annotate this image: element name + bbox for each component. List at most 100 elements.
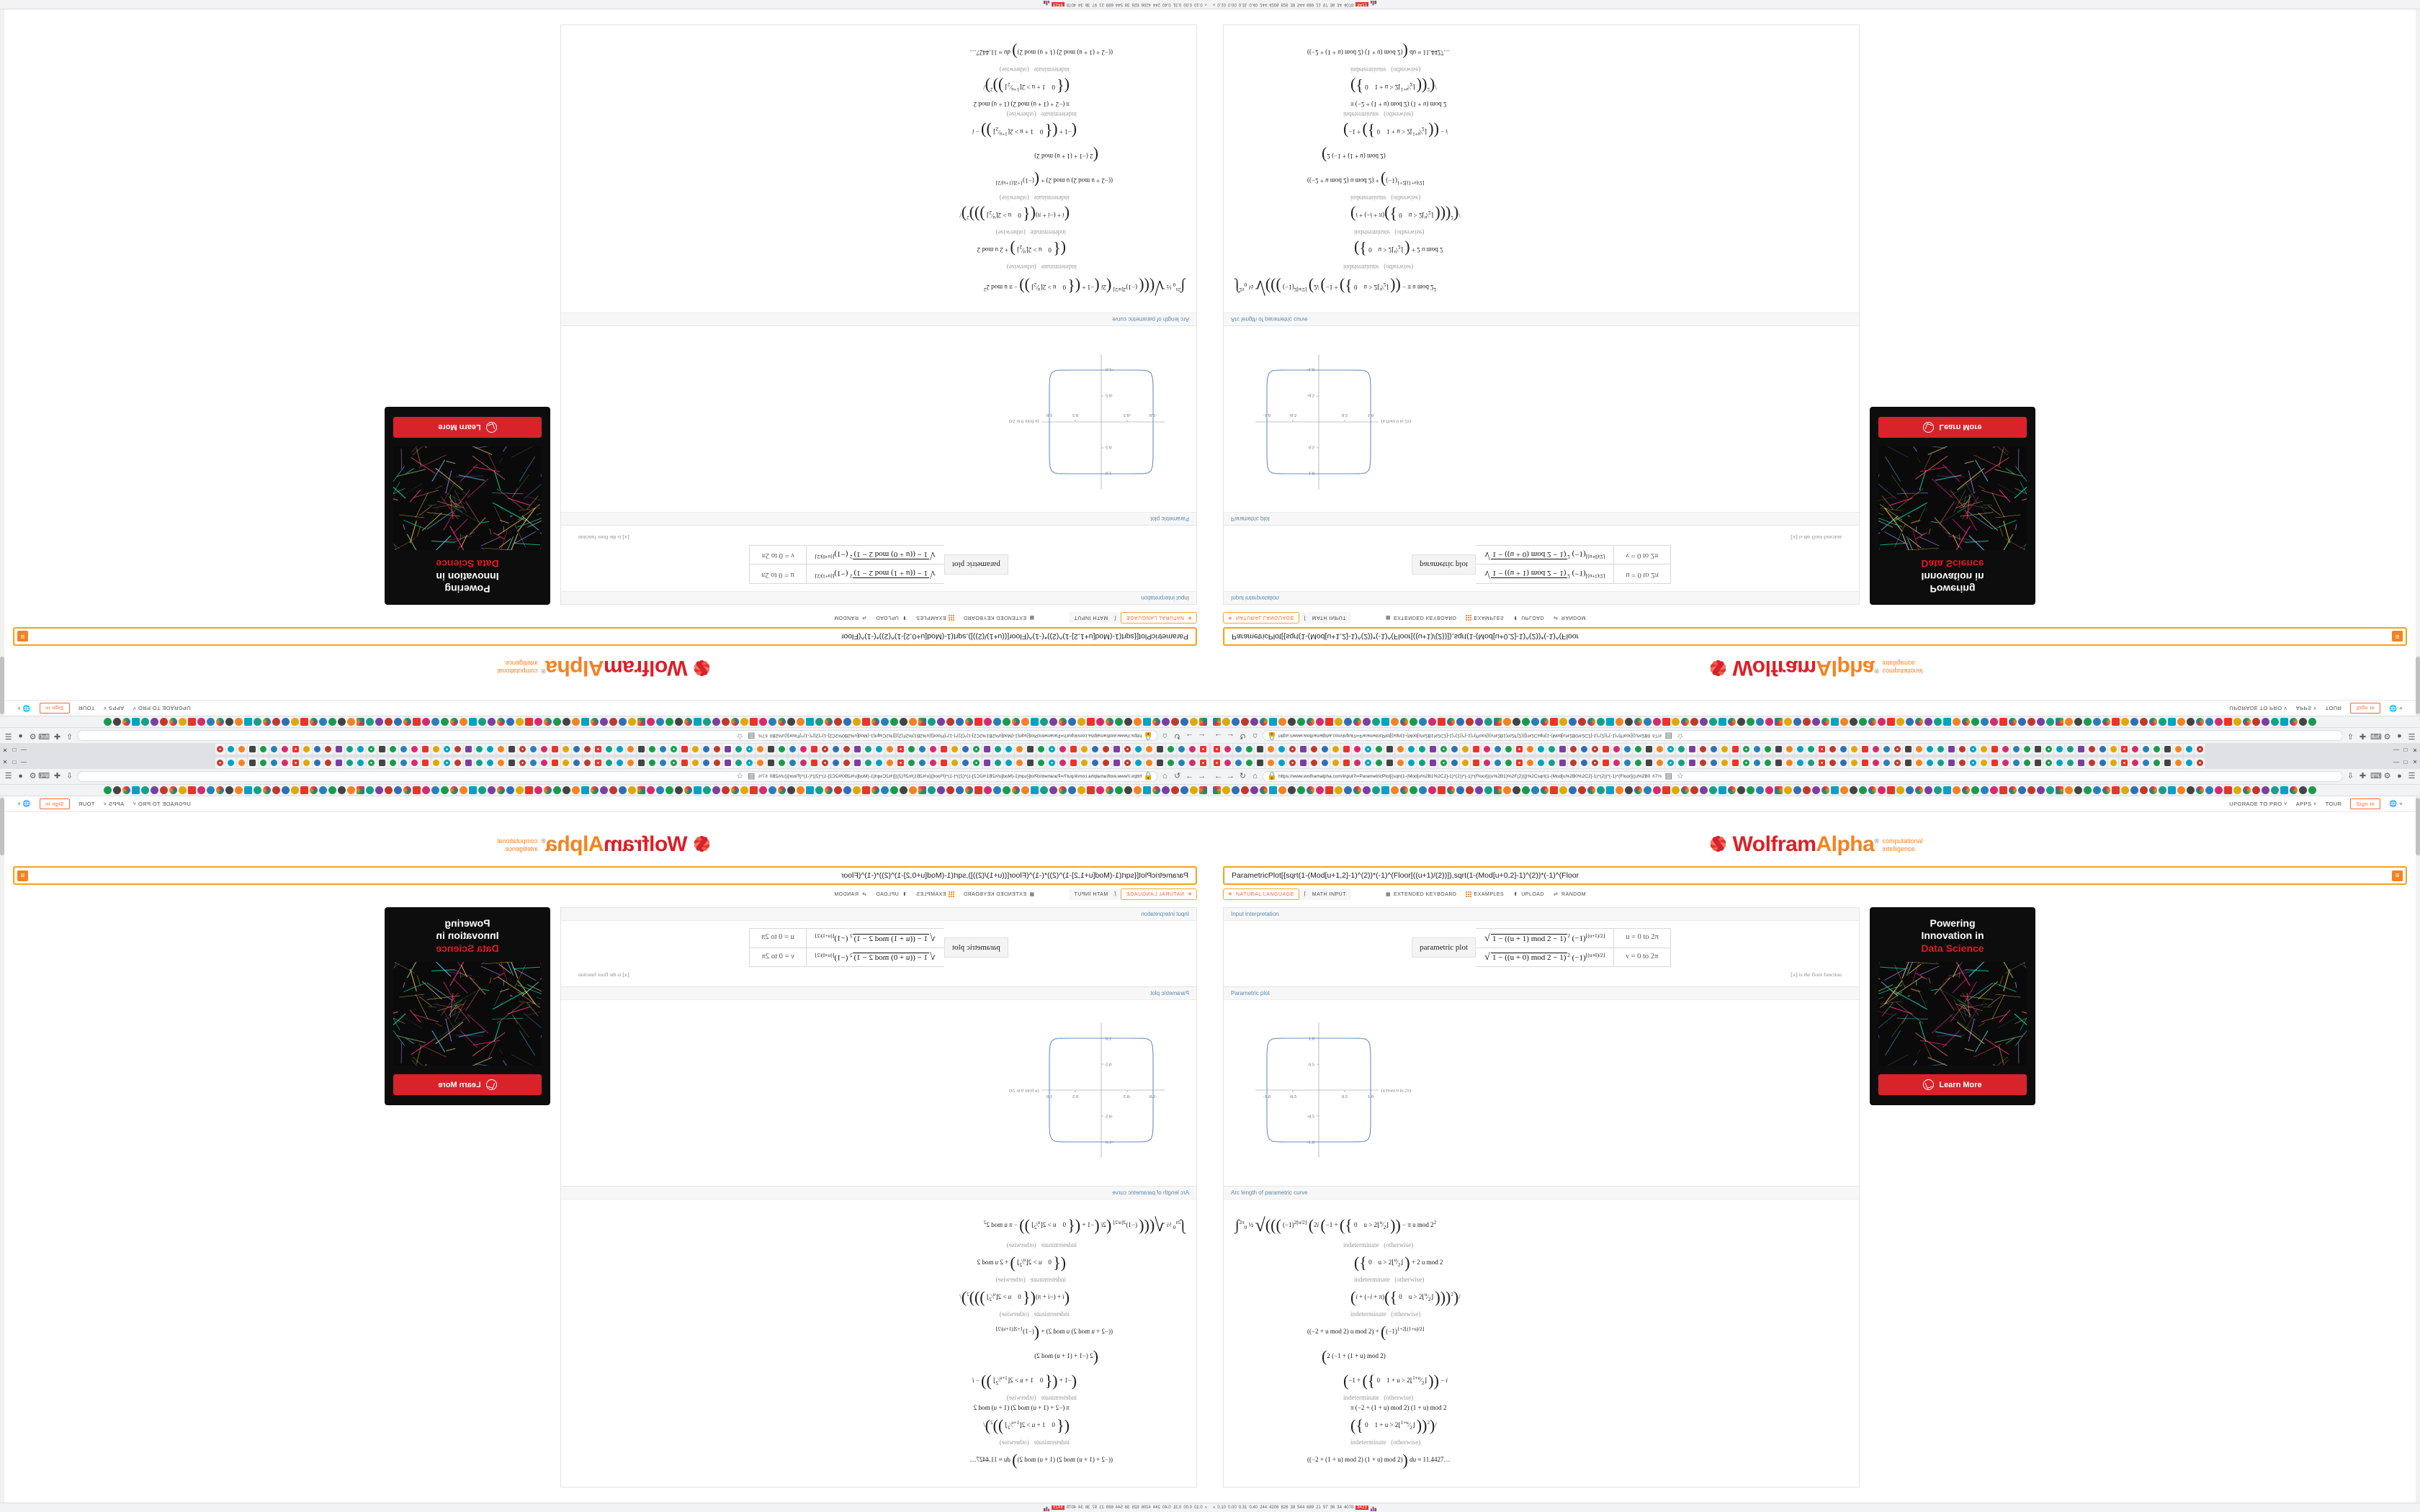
browser-tab[interactable] [669, 757, 679, 768]
browser-tab[interactable] [377, 757, 387, 768]
browser-tab[interactable] [1373, 744, 1384, 755]
browser-tab[interactable] [367, 757, 377, 768]
bookmark-item[interactable] [1924, 786, 1932, 794]
browser-tab[interactable] [410, 744, 420, 755]
browser-tab[interactable] [1741, 744, 1751, 755]
bookmark-item[interactable] [328, 718, 336, 726]
browser-tab[interactable] [820, 744, 830, 755]
bookmark-item[interactable] [1597, 718, 1605, 726]
browser-tab[interactable] [421, 744, 431, 755]
window-controls[interactable]: — □ ✕ [2390, 746, 2419, 753]
input-mode-toolbar[interactable]: ✵ NATURAL LANGUAGE ∫ MATH INPUT ▦ EXTEND… [1210, 885, 2420, 900]
bookmark-item[interactable] [2290, 718, 2298, 726]
settings-gear-icon[interactable]: ⚙ [29, 772, 37, 780]
bookmark-item[interactable] [328, 786, 336, 794]
profile-icon[interactable]: ● [18, 732, 23, 740]
browser-tab[interactable] [1222, 757, 1232, 768]
browser-tab[interactable] [1546, 744, 1556, 755]
browser-tab[interactable] [1058, 757, 1068, 768]
bookmark-item[interactable] [694, 786, 702, 794]
browser-tab[interactable] [2151, 757, 2161, 768]
wolfram-top-nav[interactable]: UPGRADE TO PRO ˅ APPS ˅ TOUR Sign in 🌐 ˅ [1210, 796, 2420, 812]
pod-parametric-plot[interactable]: Parametric plot -1.0 -0.5 0.5 1.0 -1.0 -0.5 0.… [1223, 325, 1860, 525]
bookmark-item[interactable] [525, 718, 533, 726]
bookmark-item[interactable] [1134, 786, 1142, 794]
nav-upgrade-to-pro[interactable]: UPGRADE TO PRO ˅ [2229, 801, 2287, 807]
bookmark-item[interactable] [394, 786, 402, 794]
address-bar[interactable]: 🔒 https://www.wolframalpha.com/input?i=P… [77, 730, 1157, 741]
browser-tab[interactable] [1492, 757, 1502, 768]
extended-keyboard-button[interactable]: ▦ EXTENDED KEYBOARD [964, 615, 1034, 621]
browser-tab[interactable] [2097, 744, 2107, 755]
page-viewport[interactable]: UPGRADE TO PRO ˅ APPS ˅ TOUR Sign in 🌐 ˅ [1210, 796, 2420, 1503]
browser-tab[interactable] [615, 744, 625, 755]
bookmark-item[interactable] [1803, 786, 1811, 794]
bookmark-item[interactable] [1550, 718, 1558, 726]
browser-tab[interactable] [1026, 744, 1036, 755]
bookmark-item[interactable] [637, 718, 645, 726]
equals-submit-button[interactable]: ≡ [17, 870, 28, 881]
bookmark-item[interactable] [169, 786, 177, 794]
browser-tab[interactable] [1536, 744, 1546, 755]
bookmark-item[interactable] [1690, 786, 1698, 794]
math-input-button[interactable]: ∫ MATH INPUT [1299, 888, 1351, 900]
bookmark-item[interactable] [1040, 786, 1048, 794]
language-globe-icon[interactable]: 🌐 ˅ [17, 704, 31, 712]
bookmark-item[interactable] [2280, 718, 2288, 726]
browser-tab[interactable] [539, 757, 550, 768]
browser-tab[interactable] [939, 744, 949, 755]
browser-tab[interactable] [561, 744, 571, 755]
bookmark-item[interactable] [909, 718, 917, 726]
bookmark-item[interactable] [974, 786, 982, 794]
bookmark-item[interactable] [1606, 786, 1614, 794]
browser-tab[interactable] [2065, 744, 2075, 755]
browser-tab-strip[interactable]: — □ ✕ [1210, 743, 2420, 756]
statusbar-caret[interactable]: « [1204, 1506, 1207, 1510]
browser-tab[interactable] [1384, 757, 1394, 768]
bookmark-item[interactable] [591, 786, 599, 794]
examples-button[interactable]: EXAMPLES [916, 615, 954, 621]
bookmark-item[interactable] [104, 718, 112, 726]
wolfram-top-nav[interactable]: UPGRADE TO PRO ˅ APPS ˅ TOUR Sign in 🌐 ˅ [0, 700, 1210, 716]
browser-tab[interactable] [280, 744, 290, 755]
browser-tab[interactable] [604, 757, 614, 768]
bookmark-item[interactable] [1747, 786, 1754, 794]
browser-tab[interactable] [1654, 757, 1664, 768]
browser-tab[interactable] [1309, 757, 1319, 768]
browser-tab[interactable] [658, 757, 668, 768]
bookmark-item[interactable] [825, 786, 833, 794]
browser-tab[interactable] [1047, 757, 1057, 768]
bookmark-item[interactable] [1068, 786, 1076, 794]
bookmark-item[interactable] [1793, 718, 1801, 726]
browser-tab[interactable] [961, 744, 971, 755]
bookmark-item[interactable] [2252, 786, 2260, 794]
bookmark-item[interactable] [1428, 718, 1436, 726]
bookmark-item[interactable] [1615, 786, 1623, 794]
browser-tab[interactable] [345, 744, 355, 755]
bookmark-item[interactable] [684, 718, 692, 726]
tab-list[interactable] [1211, 757, 2389, 768]
bookmark-item[interactable] [2149, 786, 2157, 794]
search-input-wrapper[interactable]: ParametricPlot[{sqrt(1-(Mod[u+1,2]-1)^(2… [1223, 866, 2407, 885]
browser-tab[interactable] [961, 757, 971, 768]
zoom-level-badge[interactable]: 67% [758, 733, 768, 738]
window-controls[interactable]: — □ ✕ [1, 746, 30, 753]
browser-tab[interactable] [1319, 757, 1330, 768]
bookmark-item[interactable] [946, 786, 954, 794]
browser-tab[interactable] [1784, 757, 1794, 768]
scrollbar-thumb[interactable] [2416, 657, 2420, 714]
browser-tab[interactable] [604, 744, 614, 755]
bookmark-item[interactable] [1059, 786, 1067, 794]
browser-tab[interactable] [377, 744, 387, 755]
bookmark-item[interactable] [413, 786, 421, 794]
browser-tab[interactable] [1004, 757, 1014, 768]
sign-in-button[interactable]: Sign in [39, 703, 70, 714]
bookmark-item[interactable] [1662, 718, 1670, 726]
browser-tab[interactable] [1784, 744, 1794, 755]
bookmark-item[interactable] [1690, 718, 1698, 726]
bookmark-item[interactable] [1021, 786, 1029, 794]
browser-tab[interactable] [907, 757, 917, 768]
bookmark-item[interactable] [900, 718, 908, 726]
browser-tab[interactable] [1384, 744, 1394, 755]
bookmark-item[interactable] [188, 786, 196, 794]
